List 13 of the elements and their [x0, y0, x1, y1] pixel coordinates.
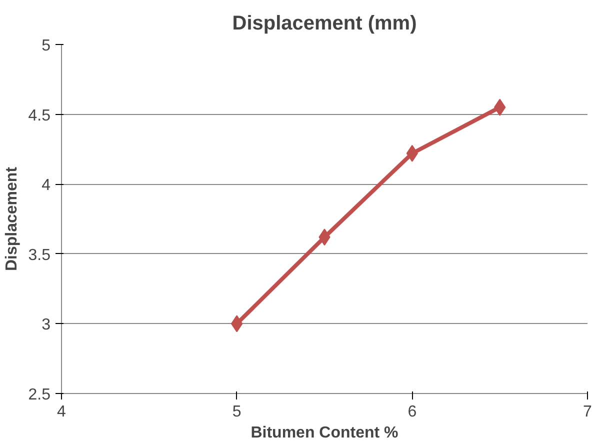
y-tick-label: 3.5	[28, 246, 51, 264]
x-axis-title: Bitumen Content %	[250, 424, 398, 442]
y-tick-label: 3	[42, 316, 51, 334]
y-tick-label: 4.5	[28, 107, 51, 124]
chart-title: Displacement (mm)	[232, 12, 417, 34]
y-tick-label: 4	[42, 177, 51, 194]
y-tick-label: 5	[42, 38, 51, 54]
y-tick-label: 2.5	[28, 386, 51, 404]
x-tick-label: 7	[583, 404, 592, 420]
x-tick-label: 4	[57, 404, 66, 420]
x-tick-label: 5	[232, 404, 242, 420]
x-tick-label: 6	[408, 404, 417, 420]
y-axis-title: Displacement	[3, 166, 20, 272]
